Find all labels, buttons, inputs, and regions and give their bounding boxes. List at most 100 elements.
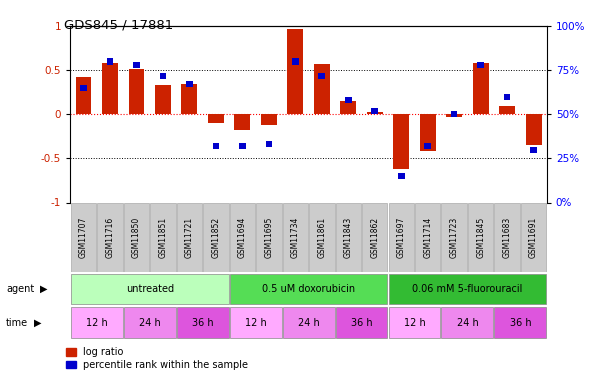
Bar — [504, 94, 510, 100]
Bar — [309, 202, 334, 272]
Bar — [155, 85, 171, 114]
Bar — [525, 114, 541, 145]
Bar — [150, 202, 175, 272]
Bar — [371, 108, 378, 114]
Bar — [362, 202, 387, 272]
Bar — [494, 308, 546, 338]
Text: 24 h: 24 h — [456, 318, 478, 327]
Bar — [186, 81, 192, 87]
Bar — [442, 308, 493, 338]
Bar — [102, 63, 118, 114]
Bar — [128, 69, 144, 114]
Bar — [230, 308, 282, 338]
Text: GSM11723: GSM11723 — [450, 217, 459, 258]
Bar — [473, 63, 489, 114]
Bar — [468, 202, 493, 272]
Text: 0.5 uM doxorubicin: 0.5 uM doxorubicin — [262, 284, 355, 294]
Text: untreated: untreated — [126, 284, 174, 294]
Bar — [203, 202, 229, 272]
Text: 0.06 mM 5-fluorouracil: 0.06 mM 5-fluorouracil — [412, 284, 522, 294]
Bar — [71, 308, 123, 338]
Bar — [230, 274, 387, 304]
Bar — [283, 202, 308, 272]
Bar — [389, 202, 414, 272]
Text: GSM11850: GSM11850 — [132, 217, 141, 258]
Text: GSM11695: GSM11695 — [265, 216, 273, 258]
Bar — [425, 143, 431, 149]
Bar — [235, 114, 251, 130]
Text: 12 h: 12 h — [245, 318, 266, 327]
Bar — [292, 58, 299, 64]
Bar — [521, 202, 546, 272]
Bar — [133, 62, 140, 68]
Bar — [451, 111, 458, 117]
Bar — [71, 202, 96, 272]
Text: GDS845 / 17881: GDS845 / 17881 — [64, 19, 174, 32]
Text: GSM11721: GSM11721 — [185, 217, 194, 258]
Text: GSM11843: GSM11843 — [344, 217, 353, 258]
Text: GSM11691: GSM11691 — [529, 217, 538, 258]
Text: time: time — [6, 318, 28, 327]
Text: GSM11707: GSM11707 — [79, 216, 88, 258]
Text: GSM11697: GSM11697 — [397, 216, 406, 258]
Text: GSM11714: GSM11714 — [423, 217, 432, 258]
Legend: log ratio, percentile rank within the sample: log ratio, percentile rank within the sa… — [66, 347, 249, 370]
Bar — [181, 84, 197, 114]
Text: 12 h: 12 h — [86, 318, 108, 327]
Bar — [420, 114, 436, 152]
Bar — [389, 274, 546, 304]
Text: GSM11683: GSM11683 — [503, 217, 511, 258]
Text: 36 h: 36 h — [192, 318, 213, 327]
Text: GSM11845: GSM11845 — [476, 217, 485, 258]
Bar — [340, 101, 356, 114]
Text: 24 h: 24 h — [139, 318, 161, 327]
Text: GSM11862: GSM11862 — [370, 217, 379, 258]
Bar — [287, 29, 303, 114]
Bar — [393, 114, 409, 169]
Text: 24 h: 24 h — [298, 318, 320, 327]
Text: GSM11694: GSM11694 — [238, 216, 247, 258]
Bar — [389, 308, 441, 338]
Bar — [415, 202, 441, 272]
Text: GSM11852: GSM11852 — [211, 217, 221, 258]
Bar — [177, 308, 229, 338]
Bar — [261, 114, 277, 125]
Bar — [208, 114, 224, 123]
Bar — [80, 85, 87, 91]
Bar — [107, 58, 113, 64]
Text: 12 h: 12 h — [404, 318, 425, 327]
Bar — [76, 77, 92, 114]
Bar — [335, 308, 387, 338]
Bar — [266, 141, 272, 147]
Text: GSM11716: GSM11716 — [106, 217, 114, 258]
Bar — [446, 114, 462, 117]
Bar — [398, 173, 404, 179]
Bar — [477, 62, 484, 68]
Text: ▶: ▶ — [40, 284, 47, 294]
Bar — [530, 147, 537, 153]
Bar — [283, 308, 334, 338]
Bar — [213, 143, 219, 149]
Text: 36 h: 36 h — [351, 318, 372, 327]
Bar — [494, 202, 520, 272]
Bar — [367, 112, 382, 114]
Text: GSM11734: GSM11734 — [291, 216, 300, 258]
Text: 36 h: 36 h — [510, 318, 531, 327]
Text: agent: agent — [6, 284, 34, 294]
Bar — [159, 72, 166, 79]
Bar — [345, 97, 351, 104]
Bar — [124, 308, 175, 338]
Bar — [318, 72, 325, 79]
Bar — [239, 143, 246, 149]
Bar — [335, 202, 361, 272]
Text: ▶: ▶ — [34, 318, 41, 327]
Bar — [314, 64, 330, 114]
Text: GSM11861: GSM11861 — [317, 217, 326, 258]
Text: GSM11851: GSM11851 — [158, 217, 167, 258]
Bar — [230, 202, 255, 272]
Bar — [442, 202, 467, 272]
Bar — [256, 202, 282, 272]
Bar — [499, 106, 515, 114]
Bar — [97, 202, 123, 272]
Bar — [124, 202, 149, 272]
